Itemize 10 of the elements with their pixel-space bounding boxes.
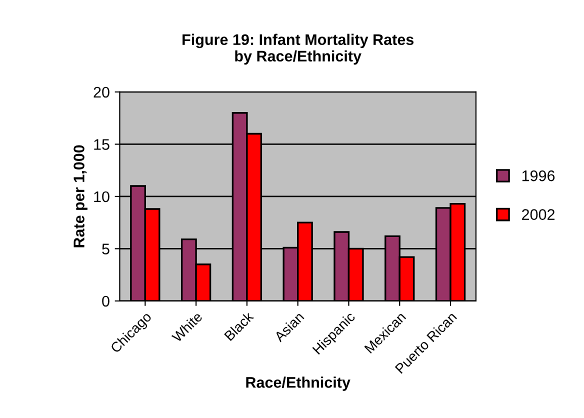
legend-label: 1996	[522, 170, 555, 182]
y-tick-label: 20	[94, 86, 110, 98]
x-axis-title: Race/Ethnicity	[246, 376, 350, 391]
y-tick-label: 10	[94, 191, 110, 202]
y-tick-label: 15	[94, 139, 110, 150]
y-axis-title: Rate per 1,000	[74, 145, 88, 248]
y-tick-label: 0	[102, 296, 110, 307]
y-tick-label: 5	[102, 244, 110, 254]
chart-title: Figure 19: Infant Mortality Rates by Race/Ethnicity	[182, 34, 414, 65]
legend-label: 2002	[522, 209, 554, 220]
